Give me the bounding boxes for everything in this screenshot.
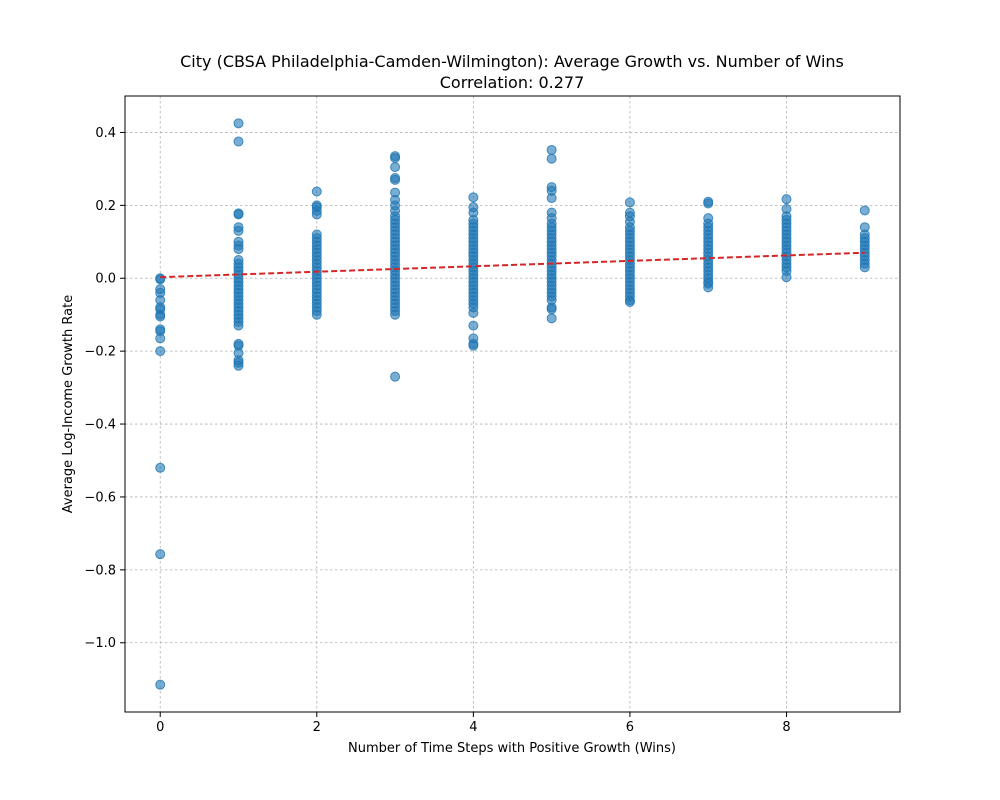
scatter-point <box>155 549 166 560</box>
scatter-point <box>390 174 401 185</box>
scatter-point <box>781 194 792 205</box>
scatter-point <box>390 371 401 382</box>
y-tick-label: −0.2 <box>84 345 116 360</box>
y-tick-label: 0.0 <box>95 272 116 287</box>
scatter-point <box>155 311 166 322</box>
scatter-point <box>233 209 244 220</box>
y-tick-label: 0.2 <box>95 199 116 214</box>
scatter-point <box>468 320 479 331</box>
scatter-point <box>311 309 322 320</box>
y-tick-label: −0.4 <box>84 418 116 433</box>
trendline-layer <box>160 251 865 279</box>
grid-lines <box>125 96 900 712</box>
scatter-point <box>233 225 244 236</box>
scatter-point <box>155 679 166 690</box>
scatter-point <box>390 162 401 173</box>
chart-subtitle: Correlation: 0.277 <box>440 73 585 92</box>
x-tick-label: 2 <box>313 720 321 735</box>
scatter-point <box>233 320 244 331</box>
scatter-point <box>233 136 244 147</box>
x-tick-label: 4 <box>469 720 477 735</box>
scatter-point <box>468 340 479 351</box>
scatter-point <box>546 313 557 324</box>
scatter-point <box>311 186 322 197</box>
scatter-point <box>233 244 244 255</box>
x-axis-ticks: 0 2 4 6 8 <box>156 712 791 735</box>
y-tick-label: −0.6 <box>84 490 116 505</box>
scatter-point <box>546 144 557 155</box>
scatter-point <box>859 262 870 273</box>
y-tick-label: 0.4 <box>95 126 116 141</box>
scatter-point <box>155 462 166 473</box>
scatter-point <box>546 153 557 164</box>
scatter-point <box>155 333 166 344</box>
scatter-point <box>390 309 401 320</box>
scatter-point <box>468 307 479 318</box>
scatter-point <box>468 192 479 203</box>
y-tick-label: −0.8 <box>84 563 116 578</box>
scatter-point <box>624 296 635 307</box>
scatter-point <box>703 198 714 209</box>
scatter-point <box>155 346 166 357</box>
scatter-point <box>703 282 714 293</box>
scatter-point <box>311 209 322 220</box>
scatter-point <box>546 193 557 204</box>
plot-frame <box>124 95 901 713</box>
data-points <box>155 118 870 690</box>
scatter-point <box>233 360 244 371</box>
scatter-point <box>233 118 244 129</box>
x-tick-label: 0 <box>156 720 164 735</box>
y-axis-label: Average Log-Income Growth Rate <box>61 295 76 513</box>
chart-title: City (CBSA Philadelphia-Camden-Wilmingto… <box>180 52 844 71</box>
y-tick-label: −1.0 <box>84 636 116 651</box>
x-tick-label: 6 <box>626 720 634 735</box>
trendline <box>160 251 865 279</box>
scatter-point <box>624 197 635 208</box>
scatter-point <box>781 272 792 283</box>
x-tick-label: 8 <box>782 720 790 735</box>
scatter-point <box>390 152 401 163</box>
scatter-point <box>859 205 870 216</box>
x-axis-label: Number of Time Steps with Positive Growt… <box>348 741 676 756</box>
scatter-point <box>546 304 557 315</box>
y-axis-ticks: −1.0 −0.8 −0.6 −0.4 −0.2 0.0 0.2 0.4 <box>84 126 125 651</box>
